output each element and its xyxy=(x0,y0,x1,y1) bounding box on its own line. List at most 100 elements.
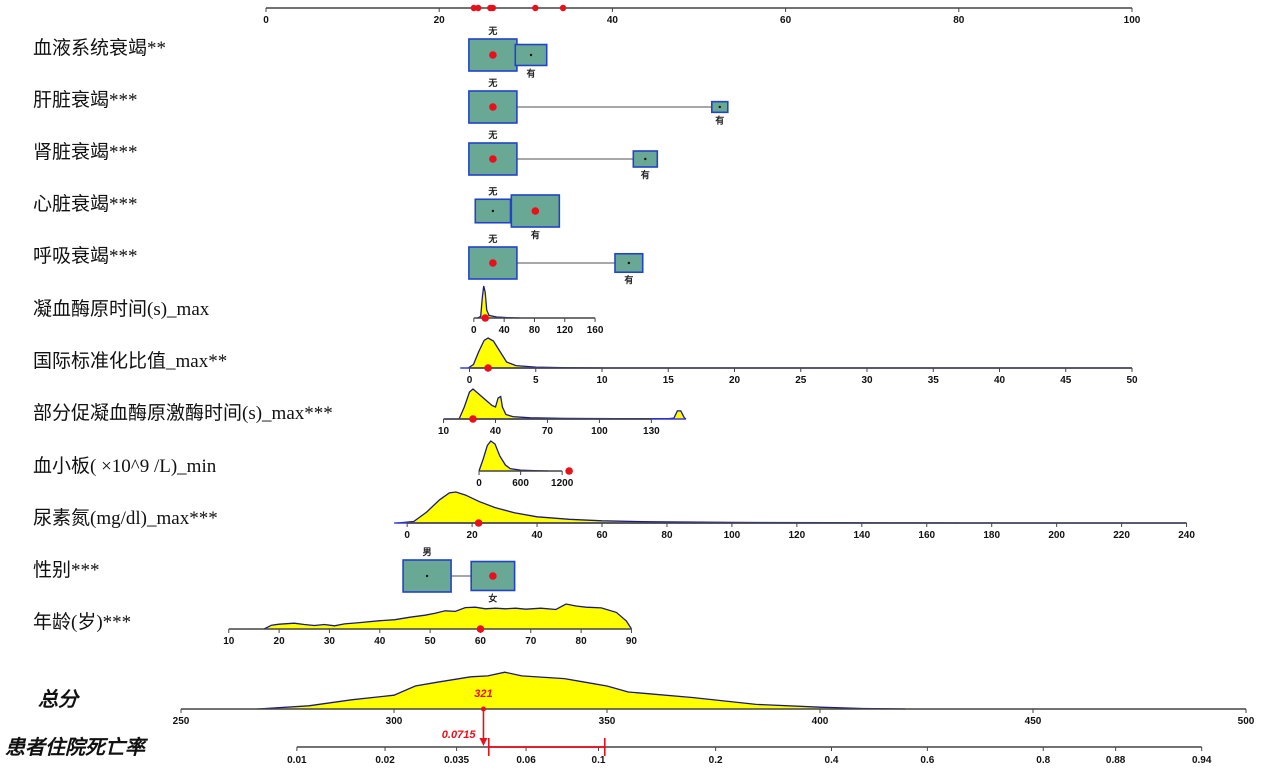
category-label: 无 xyxy=(487,234,497,245)
variable-axis-tick-label: 100 xyxy=(591,426,608,437)
variable-label: 部分促凝血酶原激酶时间(s)_max*** xyxy=(33,402,333,424)
variable-axis-tick-label: 200 xyxy=(1048,530,1065,541)
variable-label: 年龄(岁)*** xyxy=(33,611,131,633)
total-axis-tick-label: 350 xyxy=(599,716,616,727)
category-center-dot xyxy=(627,261,631,265)
variable-row: 呼吸衰竭*** 无有 xyxy=(33,234,644,286)
variable-axis-tick-label: 30 xyxy=(861,375,873,386)
variable-axis-tick-label: 10 xyxy=(596,375,608,386)
variable-axis-tick-label: 40 xyxy=(499,325,511,336)
projection-arrow xyxy=(479,738,488,746)
points-axis: 0 20 40 60 80 100 xyxy=(263,4,1141,26)
variable-axis-tick-label: 10 xyxy=(438,426,450,437)
points-axis-tick-label: 40 xyxy=(607,15,619,26)
variable-axis-tick-label: 140 xyxy=(853,530,870,541)
variable-axis-tick-label: 0 xyxy=(404,530,410,541)
category-label: 无 xyxy=(487,26,497,37)
category-label: 女 xyxy=(488,592,497,604)
category-label: 男 xyxy=(423,547,432,558)
selected-marker xyxy=(474,519,483,527)
variable-axis-tick-label: 220 xyxy=(1113,530,1130,541)
risk-label: 患者住院死亡率 xyxy=(5,735,149,759)
total-axis-tick-label: 300 xyxy=(386,716,403,727)
variable-row: 凝血酶原时间(s)_max 0 40 80 120 160 xyxy=(33,285,604,336)
variable-axis-tick-label: 180 xyxy=(983,530,1000,541)
category-label: 有 xyxy=(624,274,633,286)
selected-point-marker xyxy=(559,4,567,12)
variable-label: 血液系统衰竭** xyxy=(33,37,166,59)
variable-axis-tick-label: 600 xyxy=(512,478,529,489)
points-axis-tick-label: 0 xyxy=(263,15,269,26)
variable-row: 肝脏衰竭*** 无有 xyxy=(33,78,729,126)
category-label: 无 xyxy=(487,130,497,141)
category-center-dot xyxy=(425,574,429,578)
selected-marker xyxy=(469,415,477,423)
total-axis-tick-label: 400 xyxy=(812,716,829,727)
category-label: 有 xyxy=(526,67,535,79)
variable-axis-tick-label: 100 xyxy=(724,530,741,541)
density-area xyxy=(459,389,686,419)
variable-axis-tick-label: 15 xyxy=(663,375,675,386)
variable-axis-tick-label: 240 xyxy=(1178,530,1195,541)
points-axis-tick-label: 100 xyxy=(1124,15,1141,26)
density-curve xyxy=(263,603,633,630)
risk-axis-tick-label: 0.4 xyxy=(825,755,839,766)
variable-axis-tick-label: 40 xyxy=(531,530,543,541)
variable-label: 尿素氮(mg/dl)_max*** xyxy=(33,507,218,529)
variable-axis-tick-label: 5 xyxy=(533,375,539,386)
variable-row: 年龄(岁)*** 10 20 30 40 50 60 70 80 90 xyxy=(33,603,637,647)
variable-axis-tick-label: 40 xyxy=(374,636,386,647)
variable-row: 血液系统衰竭** 无有 xyxy=(33,26,548,79)
density-area xyxy=(264,604,632,629)
variable-label: 肾脏衰竭*** xyxy=(33,141,138,163)
risk-axis-tick-label: 0.1 xyxy=(592,755,606,766)
category-center-dot xyxy=(529,53,533,57)
variable-label: 凝血酶原时间(s)_max xyxy=(33,298,210,320)
total-axis-tick-label: 250 xyxy=(173,716,190,727)
risk-axis-tick-label: 0.01 xyxy=(287,755,307,766)
variable-row: 国际标准化比值_max** 0 5 10 15 20 25 30 35 40 45 50 xyxy=(33,337,1138,386)
points-axis-tick-label: 20 xyxy=(434,15,446,26)
risk-axis-tick-label: 0.6 xyxy=(920,755,934,766)
selected-marker xyxy=(476,625,485,633)
variable-row: 尿素氮(mg/dl)_max*** 0 20 40 60 80 100 120 140 160 18… xyxy=(33,491,1195,541)
variable-axis-tick-label: 70 xyxy=(525,636,537,647)
density-area xyxy=(479,441,549,471)
points-axis-tick-label: 80 xyxy=(953,15,965,26)
density-area xyxy=(477,286,520,318)
variable-axis-tick-label: 160 xyxy=(587,325,604,336)
category-label: 有 xyxy=(531,229,540,241)
variable-axis-tick-label: 80 xyxy=(661,530,673,541)
selected-point-marker xyxy=(474,4,482,12)
variable-axis-tick-label: 60 xyxy=(596,530,608,541)
risk-axis-tick-label: 0.88 xyxy=(1106,755,1126,766)
variable-axis-tick-label: 50 xyxy=(1126,375,1138,386)
risk-axis-tick-label: 0.06 xyxy=(516,755,536,766)
selected-marker xyxy=(484,364,492,372)
variable-rows: 血液系统衰竭**无有肝脏衰竭***无有肾脏衰竭***无有心脏衰竭***无有呼吸衰… xyxy=(33,26,1195,647)
variable-axis-tick-label: 80 xyxy=(576,636,588,647)
density-area xyxy=(257,672,906,709)
variable-row: 心脏衰竭*** 无有 xyxy=(33,186,561,241)
density-curve xyxy=(257,671,906,710)
variable-axis-tick-label: 60 xyxy=(475,636,487,647)
variable-axis-tick-label: 0 xyxy=(476,478,482,489)
variable-axis-tick-label: 30 xyxy=(324,636,336,647)
risk-axis-tick-label: 0.2 xyxy=(709,755,723,766)
variable-axis-tick-label: 1200 xyxy=(551,478,574,489)
variable-axis-tick-label: 0 xyxy=(467,375,473,386)
density-curve xyxy=(458,388,687,420)
selected-point-marker xyxy=(532,4,539,12)
variable-axis-tick-label: 70 xyxy=(542,426,554,437)
variable-axis-tick-label: 160 xyxy=(918,530,935,541)
density-area xyxy=(397,492,960,523)
selected-marker xyxy=(489,155,497,163)
risk-row: 患者住院死亡率 0.01 0.02 0.035 0.06 0.1 0.2 0.4 0.6 0.8 0… xyxy=(5,709,1212,766)
variable-axis-tick-label: 35 xyxy=(928,375,940,386)
variable-label: 性别*** xyxy=(33,559,100,581)
variable-label: 呼吸衰竭*** xyxy=(33,245,138,267)
density-curve xyxy=(397,491,960,524)
variable-label: 国际标准化比值_max** xyxy=(33,350,227,372)
variable-label: 肝脏衰竭*** xyxy=(33,89,138,111)
variable-axis-tick-label: 20 xyxy=(274,636,286,647)
